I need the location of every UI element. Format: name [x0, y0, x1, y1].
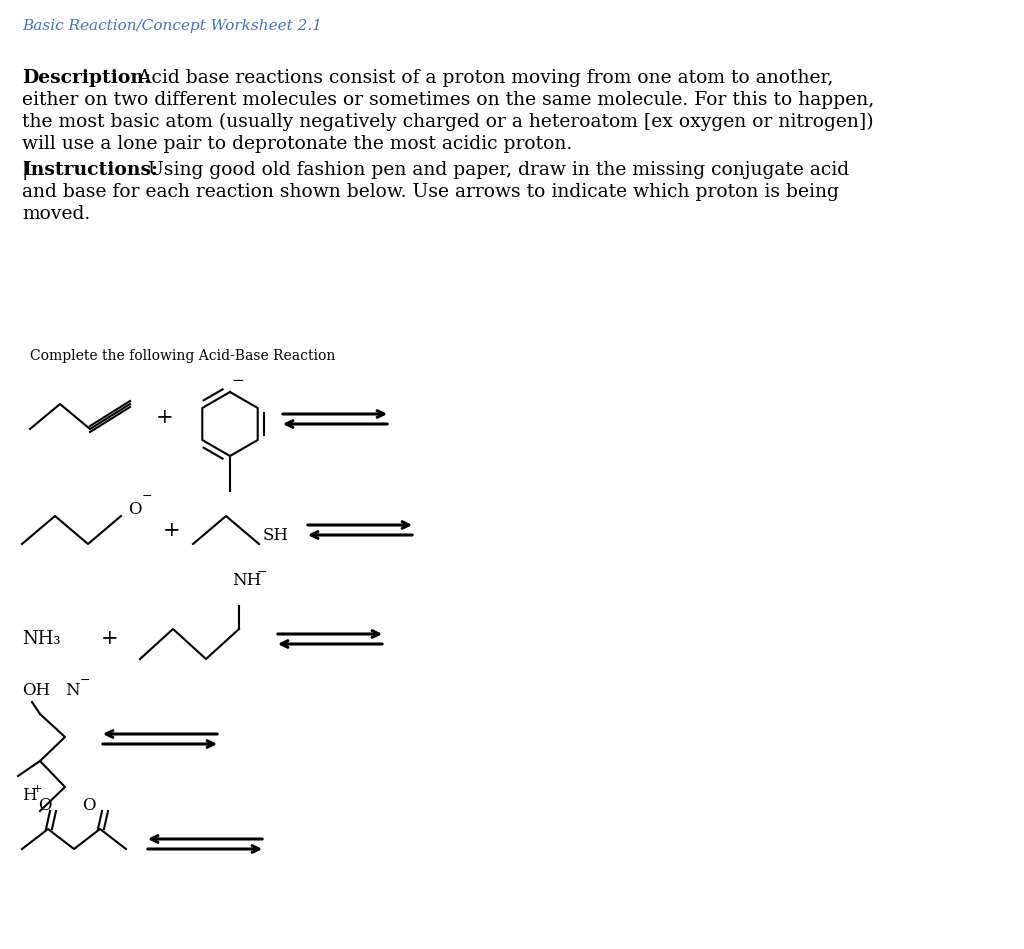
Text: SH: SH — [263, 528, 289, 545]
Text: −: − — [80, 674, 90, 687]
Text: will use a lone pair to deprotonate the most acidic proton.: will use a lone pair to deprotonate the … — [22, 135, 572, 153]
Text: NH₃: NH₃ — [22, 630, 60, 648]
Text: +: + — [101, 629, 119, 648]
Text: O: O — [128, 500, 141, 517]
Text: |: | — [22, 161, 29, 180]
Text: Basic Reaction/Concept Worksheet 2.1: Basic Reaction/Concept Worksheet 2.1 — [22, 19, 322, 33]
Text: H: H — [22, 787, 37, 804]
Text: O: O — [38, 797, 51, 814]
Text: Complete the following Acid-Base Reaction: Complete the following Acid-Base Reactio… — [30, 349, 336, 363]
Text: −: − — [231, 374, 245, 388]
Text: +: + — [163, 520, 181, 539]
Text: Acid base reactions consist of a proton moving from one atom to another,: Acid base reactions consist of a proton … — [132, 69, 834, 87]
Text: +: + — [157, 407, 174, 426]
Text: Instructions:: Instructions: — [22, 161, 158, 179]
Text: either on two different molecules or sometimes on the same molecule. For this to: either on two different molecules or som… — [22, 91, 874, 109]
Text: N: N — [65, 682, 80, 699]
Text: the most basic atom (usually negatively charged or a heteroatom [ex oxygen or ni: the most basic atom (usually negatively … — [22, 113, 873, 131]
Text: −: − — [142, 490, 153, 503]
Text: O: O — [82, 797, 95, 814]
Text: Description:: Description: — [22, 69, 151, 87]
Text: Using good old fashion pen and paper, draw in the missing conjugate acid: Using good old fashion pen and paper, dr… — [142, 161, 849, 179]
Text: −: − — [257, 566, 267, 579]
Text: and base for each reaction shown below. Use arrows to indicate which proton is b: and base for each reaction shown below. … — [22, 183, 839, 201]
Text: +: + — [33, 784, 42, 794]
Text: moved.: moved. — [22, 205, 90, 223]
Text: NH: NH — [232, 572, 261, 589]
Text: OH: OH — [22, 682, 50, 699]
